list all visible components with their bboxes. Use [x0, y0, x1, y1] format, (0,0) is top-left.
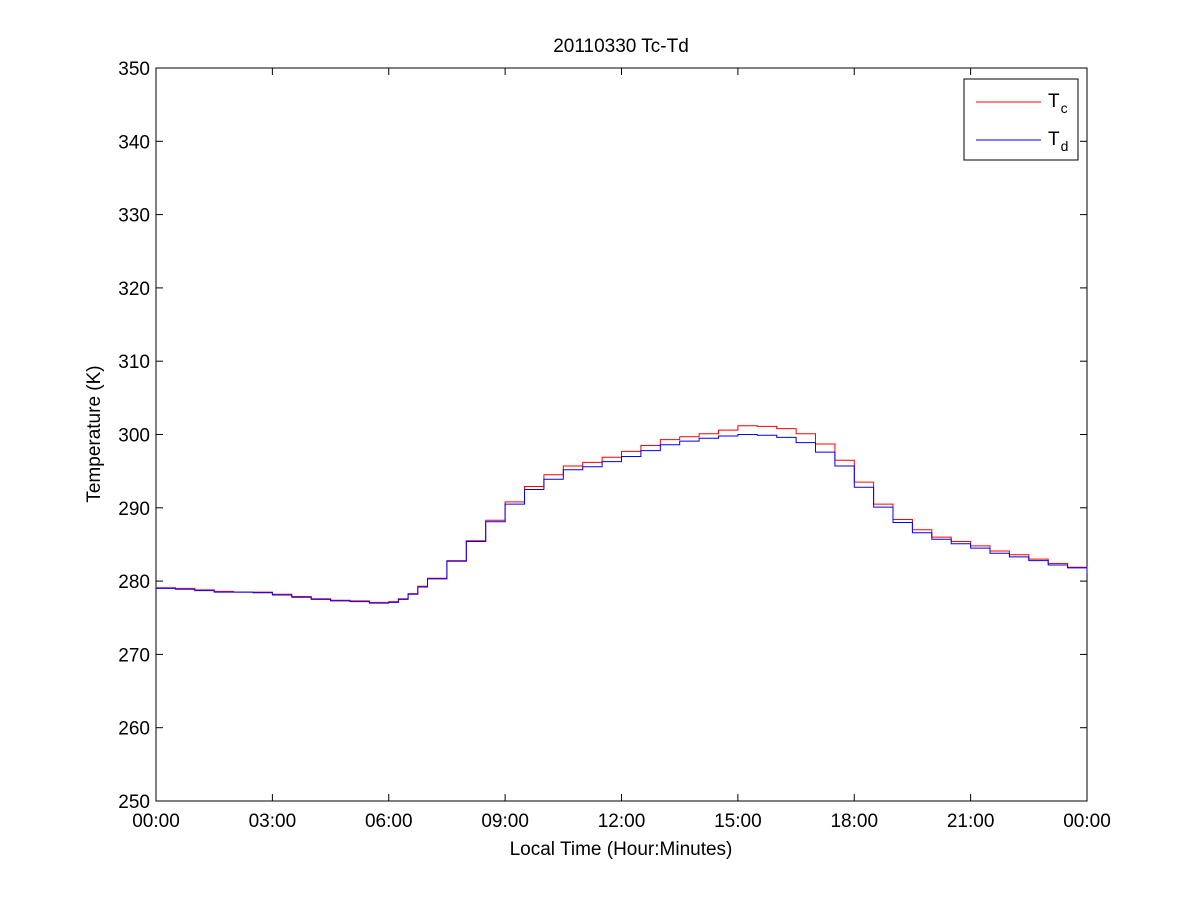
y-tick-label: 350: [118, 59, 150, 80]
x-tick-label: 03:00: [249, 811, 297, 832]
y-tick-label: 310: [118, 352, 150, 373]
legend-label-tc-main: T: [1048, 91, 1060, 112]
y-tick-label: 280: [118, 572, 150, 593]
series-line-td: [156, 434, 1088, 604]
y-tick-label: 270: [118, 645, 150, 666]
y-tick-label: 250: [118, 792, 150, 813]
x-tick-label: 09:00: [481, 811, 529, 832]
x-tick-label: 15:00: [714, 811, 762, 832]
x-tick-label: 18:00: [830, 811, 878, 832]
legend-label-td: Td: [1048, 129, 1068, 154]
x-tick-label: 00:00: [1063, 811, 1111, 832]
y-tick-label: 330: [118, 206, 150, 227]
x-tick-label: 21:00: [947, 811, 995, 832]
y-tick-label: 290: [118, 499, 150, 520]
x-tick-label: 12:00: [598, 811, 646, 832]
series-lines: [156, 425, 1088, 604]
legend: Tc Td: [963, 78, 1079, 161]
y-axis-title: Temperature (K): [84, 365, 105, 502]
legend-label-tc: Tc: [1048, 91, 1068, 116]
legend-box: [963, 78, 1079, 161]
plot-area: [155, 67, 1088, 802]
x-tick-label: 06:00: [365, 811, 413, 832]
legend-label-td-main: T: [1048, 129, 1060, 150]
x-axis-title: Local Time (Hour:Minutes): [510, 839, 733, 860]
y-tick-label: 340: [118, 132, 150, 153]
legend-label-td-sub: d: [1061, 138, 1069, 154]
chart-title: 20110330 Tc-Td: [553, 36, 689, 57]
y-tick-label: 320: [118, 279, 150, 300]
x-tick-label: 00:00: [132, 811, 180, 832]
y-tick-label: 300: [118, 426, 150, 447]
y-tick-label: 260: [118, 719, 150, 740]
axis-ticks: 00:00 03:00 06:00 09:00 12:00 15:00 18:00 21:00…: [118, 59, 1110, 832]
legend-label-tc-sub: c: [1061, 100, 1068, 116]
